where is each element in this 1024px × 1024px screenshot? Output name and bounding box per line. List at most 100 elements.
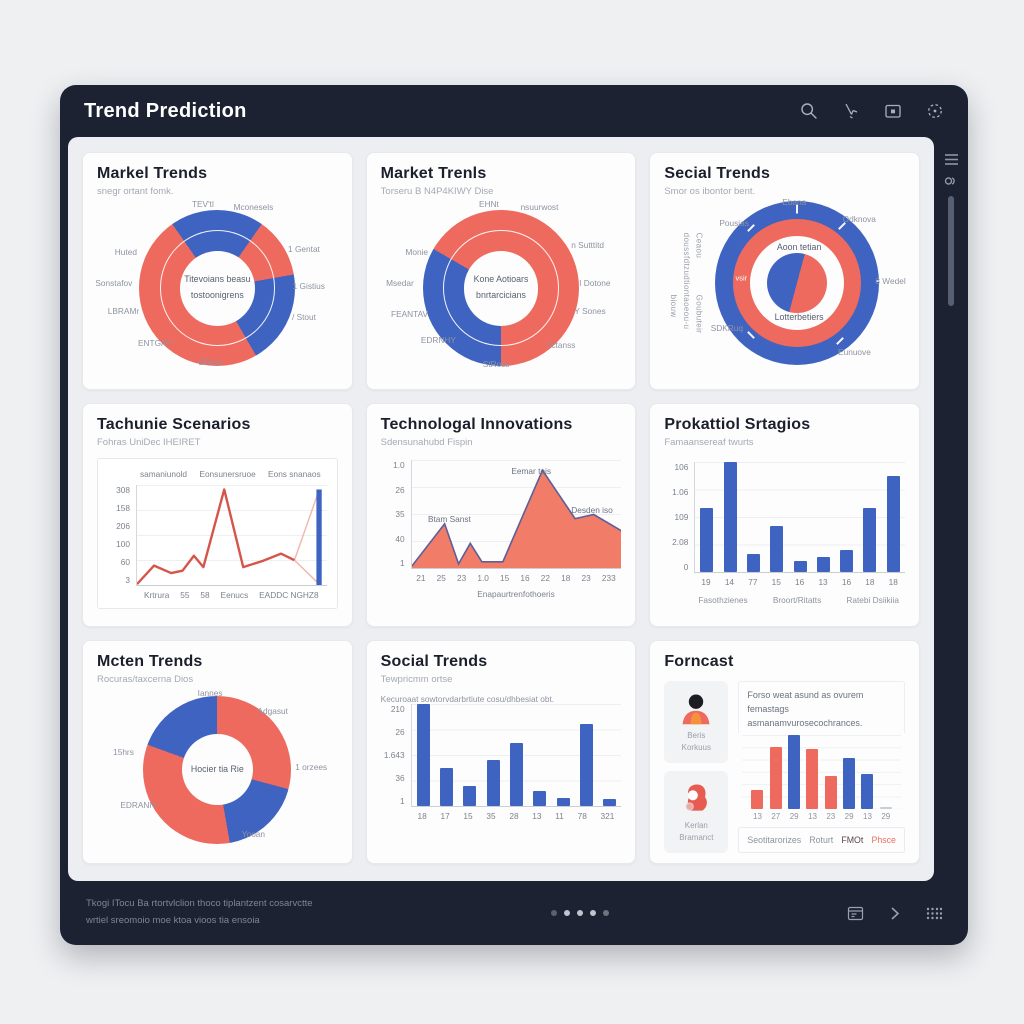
forecast-tab[interactable]: Seotitarorizes	[747, 835, 802, 845]
bar	[509, 742, 523, 806]
forecast-bar-chart	[742, 734, 901, 809]
right-rail	[934, 137, 968, 881]
bar	[788, 734, 801, 809]
donut	[139, 210, 296, 367]
pagination-dot[interactable]	[563, 910, 570, 916]
card-mcten-trends: Mcten Trends Rocuras/taxcerna Dios Hocie…	[82, 640, 353, 864]
bar	[440, 768, 454, 806]
person-name: Kerlan Bramanct	[679, 821, 714, 842]
card-forecast: Forncast Beris Korkuus Kerlan Bramanct	[649, 640, 920, 864]
card-innovations: Technologal Innovations Sdensunahubd Fis…	[365, 403, 637, 627]
bar	[463, 785, 477, 806]
card-title: Markel Trends	[97, 165, 208, 182]
chevron-right-icon[interactable]	[886, 905, 903, 922]
card-strategies: Prokattiol Srtagios Famaansereaf twurts …	[649, 403, 920, 627]
person-pin-icon	[685, 784, 708, 811]
forecast-tab[interactable]: FMOt	[841, 835, 864, 845]
header-actions	[800, 102, 944, 120]
line-chart: samaniunold Eonsunersruoe Eons snanaos 308 1…	[97, 458, 338, 609]
person-tile[interactable]: Beris Korkuus	[664, 681, 729, 763]
bar	[579, 724, 593, 806]
bar	[879, 806, 892, 809]
link-icon[interactable]	[944, 175, 958, 187]
person-tile[interactable]: Kerlan Bramanct	[664, 771, 729, 853]
bar	[700, 508, 714, 572]
card-subtitle: snegr ortant fomk.	[97, 186, 174, 197]
bar-chart: 106 1.06 109 2.08 0 19 14 77 15 16 13 16 18 18 Fasothz…	[664, 462, 905, 605]
page-title: Trend Prediction	[84, 99, 247, 122]
rotated-axis-text: Ceaou doussfdtzudtion Goubuteir taoeou-u …	[669, 232, 704, 334]
card-title: Secial Trends	[664, 165, 771, 182]
chart-panel: samaniunold Eonsunersruoe Eons snanaos 308 1…	[97, 458, 338, 609]
donut-chart: Hocier tia Rie Iannes Adgasut 1 orzees Yooan…	[97, 685, 338, 845]
donut-chart: Titevoians beasu tostoonigrens TEV'tl Mcone…	[95, 198, 325, 368]
bar	[747, 554, 761, 572]
bar	[556, 797, 570, 806]
forecast-tab[interactable]: Roturt	[809, 835, 834, 845]
bar	[751, 789, 764, 809]
pagination-dot[interactable]	[576, 910, 583, 916]
bar	[886, 476, 900, 572]
card-market-trends-1: Markel Trends snegr ortant fomk. Titevoi…	[82, 152, 353, 390]
menu-icon[interactable]	[944, 153, 959, 166]
area-chart: 1.0 26 35 40 1 Btam Sanst Eemar tois Desden iso…	[381, 460, 622, 599]
bar	[824, 775, 837, 809]
bar	[603, 798, 617, 806]
app-header: Trend Prediction	[60, 85, 968, 137]
bar	[769, 747, 782, 809]
card-title: Market Trenls	[380, 165, 487, 182]
app-window: Trend Prediction Markel Trends snegr ort…	[60, 85, 968, 945]
card-scenarios: Tachunie Scenarios Fohras UniDec IHEIRET…	[82, 403, 353, 627]
card-subtitle: Smor os ibontor bent.	[664, 186, 756, 197]
card-title: Prokattiol Srtagios	[664, 416, 811, 433]
card-social-trends-rings: Secial Trends Smor os ibontor bent. Ceao…	[649, 152, 920, 390]
pagination-dot[interactable]	[550, 910, 557, 916]
bar	[840, 550, 854, 572]
donut-chart: Kone Aotioars bnrtarcicians EHNt nsuurwost n…	[386, 198, 611, 369]
bullseye-chart: Ceaou doussfdtzudtion Goubuteir taoeou-u …	[664, 197, 906, 369]
pagination-dots	[550, 910, 609, 916]
bar	[486, 760, 500, 806]
card-subtitle: Fohras UniDec IHEIRET	[97, 437, 201, 448]
person-icon	[682, 694, 710, 725]
forecast-body: Beris Korkuus Kerlan Bramanct Forso weat a…	[664, 681, 905, 853]
bar	[843, 757, 856, 809]
dashboard-grid: Markel Trends snegr ortant fomk. Titevoi…	[68, 137, 934, 881]
window-icon[interactable]	[847, 905, 864, 922]
bar-chart: Kecuroaat sowtorvdarbrtiute cosu/dhbesia…	[381, 694, 622, 821]
card-title: Tachunie Scenarios	[97, 416, 251, 433]
card-title: Social Trends	[380, 653, 488, 670]
forecast-x-ticks: 13 27 29 13 23 29 13 29	[753, 812, 891, 821]
card-subtitle: Sdensunahubd Fispin	[380, 437, 473, 448]
card-title: Forncast	[664, 653, 734, 670]
settings-icon[interactable]	[926, 102, 944, 120]
forecast-text: Forso weat asund as ovurem femastags asm…	[738, 681, 905, 733]
forecast-panel: Forso weat asund as ovurem femastags asm…	[738, 681, 905, 853]
search-icon[interactable]	[800, 102, 818, 120]
forecast-tabs: Seotitarorizes Roturt FMOt Phsce	[738, 827, 905, 853]
apps-grid-icon[interactable]	[925, 905, 942, 922]
pagination-dot[interactable]	[602, 910, 609, 916]
card-subtitle: Tewpricmm ortse	[380, 674, 453, 685]
pagination-dot[interactable]	[589, 910, 596, 916]
bar	[863, 508, 877, 572]
donut	[422, 210, 579, 367]
forecast-people: Beris Korkuus Kerlan Bramanct	[664, 681, 729, 853]
card-subtitle: Torseru B N4P4KIWY Dise	[380, 186, 494, 197]
pip-icon[interactable]	[884, 102, 902, 120]
card-subtitle: Rocuras/taxcerna Dios	[97, 674, 194, 685]
card-subtitle: Famaansereaf twurts	[664, 437, 754, 448]
bar	[416, 704, 430, 806]
bar	[723, 462, 737, 572]
forecast-tab[interactable]: Phsce	[871, 835, 896, 845]
footer-actions	[847, 905, 942, 922]
cursor-icon[interactable]	[842, 102, 860, 120]
bar	[793, 561, 807, 572]
card-title: Technologal Innovations	[380, 416, 573, 433]
app-footer: Tkogi ITocu Ba rtortvlclion thoco tiplan…	[60, 881, 968, 945]
person-name: Beris Korkuus	[681, 731, 711, 752]
donut	[143, 695, 292, 844]
bar	[806, 748, 819, 809]
card-title: Mcten Trends	[97, 653, 203, 670]
scrollbar[interactable]	[948, 196, 954, 306]
